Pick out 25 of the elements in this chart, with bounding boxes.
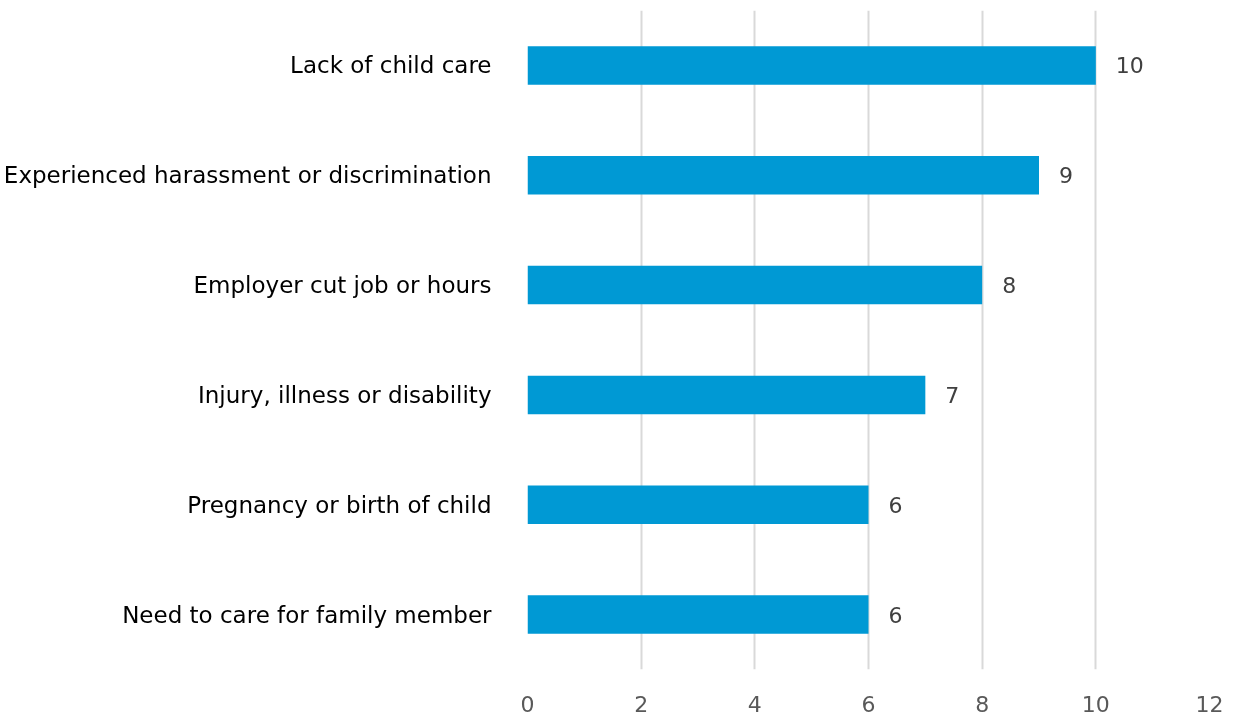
bar <box>527 595 869 634</box>
data-label: 7 <box>945 382 960 408</box>
data-label: 6 <box>888 602 903 628</box>
x-tick-label: 2 <box>634 691 649 714</box>
y-tick-label: Injury, illness or disability <box>198 381 492 408</box>
y-tick-label: Need to care for family member <box>122 601 493 628</box>
x-tick-label: 4 <box>747 691 762 714</box>
bar <box>527 46 1096 85</box>
y-tick-label: Pregnancy or birth of child <box>187 491 492 518</box>
bar <box>527 375 926 415</box>
data-label: 8 <box>1002 273 1017 299</box>
x-tick-label: 12 <box>1195 691 1224 714</box>
bar <box>527 265 983 305</box>
y-tick-label: Experienced harassment or discrimination <box>3 162 492 189</box>
data-label: 9 <box>1059 163 1073 189</box>
bar <box>527 485 869 524</box>
y-tick-label: Employer cut job or hours <box>193 272 492 299</box>
bar <box>527 156 1039 195</box>
x-tick-label: 8 <box>975 691 990 714</box>
x-tick-label: 0 <box>520 691 535 714</box>
x-tick-label: 10 <box>1081 691 1110 714</box>
y-tick-label: Lack of child care <box>290 52 492 79</box>
x-tick-label: 6 <box>861 691 876 714</box>
data-label: 10 <box>1115 53 1144 79</box>
data-label: 6 <box>888 492 903 518</box>
